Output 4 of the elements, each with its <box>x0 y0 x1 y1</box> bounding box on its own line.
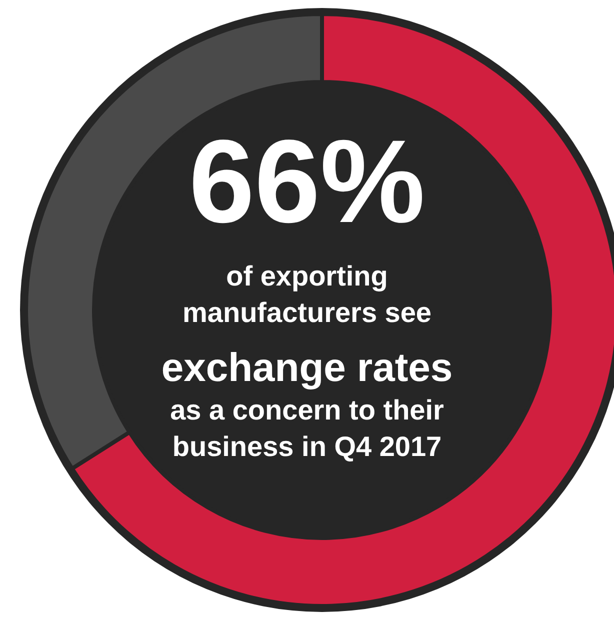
text: exchange rates <box>161 346 453 390</box>
text: as a concern to their business in Q4 2017 <box>170 394 444 462</box>
text: of exporting manufacturers see <box>182 260 432 328</box>
text: 66% <box>188 116 426 248</box>
